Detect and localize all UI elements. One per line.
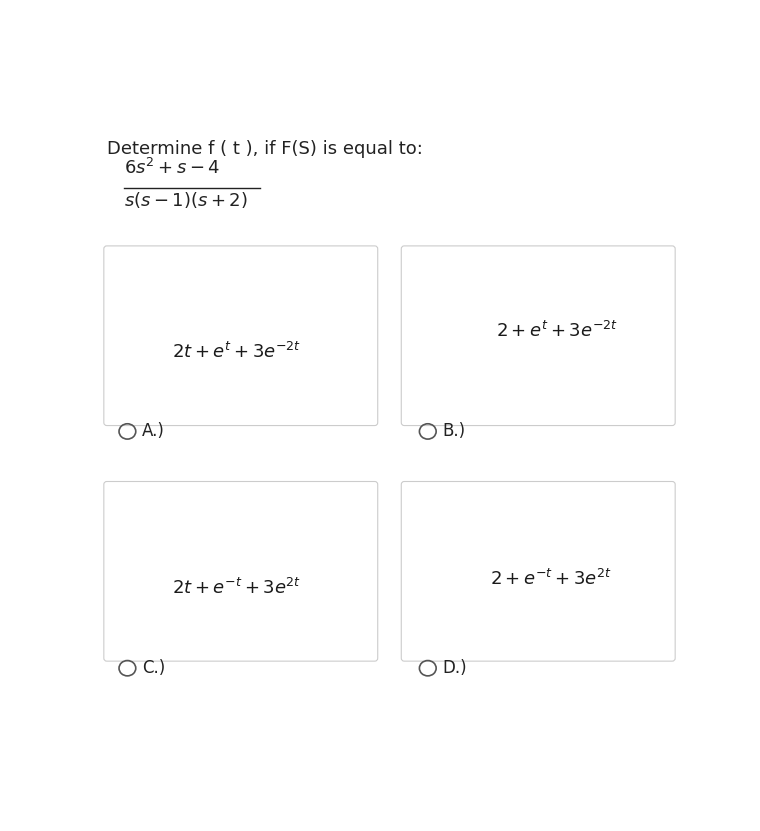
Text: $2 + e^t + 3e^{-2t}$: $2 + e^t + 3e^{-2t}$ (496, 322, 618, 342)
Text: $s(s - 1)(s + 2)$: $s(s - 1)(s + 2)$ (125, 190, 249, 210)
FancyBboxPatch shape (401, 246, 675, 425)
Text: $2 + e^{-t} + 3e^{2t}$: $2 + e^{-t} + 3e^{2t}$ (489, 568, 612, 588)
Text: $2t + e^t + 3e^{-2t}$: $2t + e^t + 3e^{-2t}$ (172, 342, 301, 362)
FancyBboxPatch shape (104, 246, 378, 425)
Text: $2t + e^{-t} + 3e^{2t}$: $2t + e^{-t} + 3e^{2t}$ (172, 578, 301, 597)
Text: D.): D.) (442, 659, 467, 677)
Text: $6s^2 + s - 4$: $6s^2 + s - 4$ (125, 158, 220, 178)
FancyBboxPatch shape (104, 481, 378, 661)
Text: C.): C.) (141, 659, 165, 677)
FancyBboxPatch shape (401, 481, 675, 661)
Text: B.): B.) (442, 422, 465, 440)
Text: A.): A.) (141, 422, 164, 440)
Text: Determine f ( t ), if F(S) is equal to:: Determine f ( t ), if F(S) is equal to: (106, 140, 423, 158)
